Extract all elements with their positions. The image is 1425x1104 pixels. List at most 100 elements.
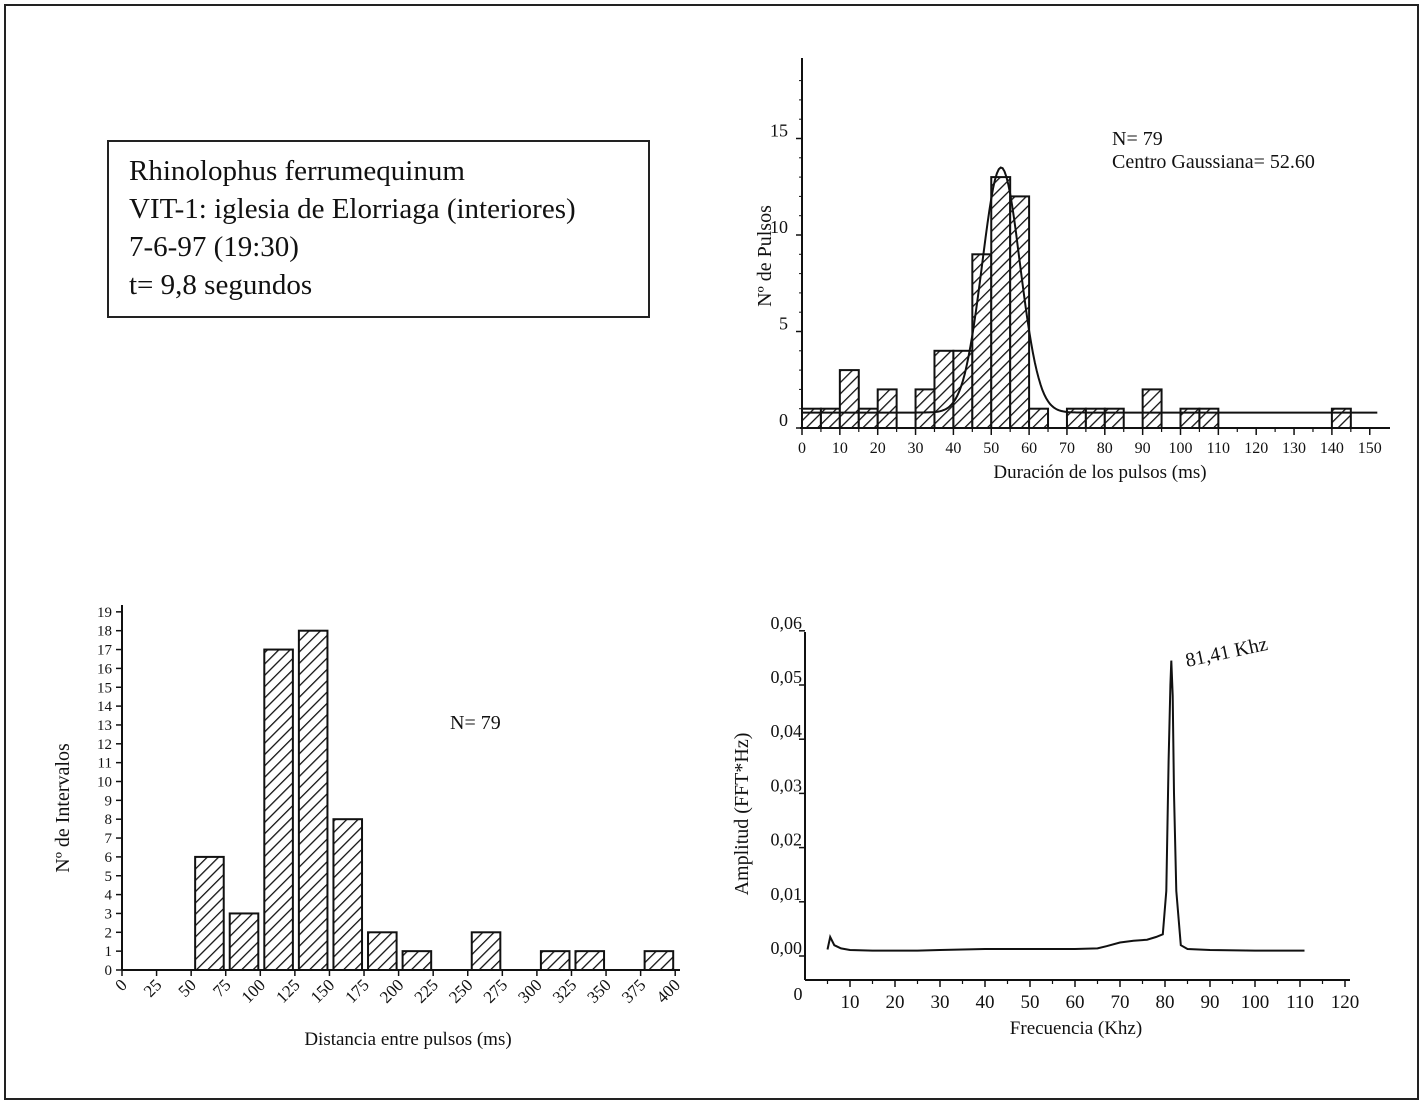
duration-bar [933, 349, 955, 429]
duration-x-tick-label: 0 [798, 440, 806, 457]
interval-bar [401, 950, 433, 972]
duration-y-tick-label: 10 [770, 217, 788, 237]
duration-x-tick-label: 150 [1358, 440, 1382, 457]
interval-bar [263, 648, 294, 971]
spectrum-y-tick-label: 0,05 [771, 667, 803, 687]
duration-bar [1084, 407, 1106, 430]
interval-y-tick-label: 3 [105, 906, 113, 922]
duration-bar [1198, 407, 1220, 430]
duration-x-tick-label: 100 [1169, 440, 1193, 457]
duration-y-tick-label: 0 [779, 410, 788, 430]
spectrum-x-tick-label: 100 [1241, 992, 1270, 1013]
duration-x-tick-label: 20 [870, 440, 886, 457]
interval-y-tick-label: 2 [105, 925, 113, 941]
duration-bar [1330, 407, 1352, 430]
spectrum-y-tick-label: 0,06 [771, 613, 803, 633]
interval-bar [297, 629, 329, 971]
pulse-duration-chart: 0 10 20 30 40 50 60 70 80 90 100 110 120 130 140 150 0 5 1… [754, 58, 1390, 483]
interval-x-tick-label: 300 [514, 975, 545, 1006]
interval-x-tick-label: 100 [238, 975, 269, 1006]
interval-bar [194, 855, 225, 972]
spectrum-y-tick-label: 0,02 [771, 830, 803, 850]
interval-bar [470, 931, 502, 971]
duration-x-tick-label: 40 [945, 440, 961, 457]
duration-bar [1103, 407, 1125, 430]
duration-y-axis-label: Nº de Pulsos [754, 205, 776, 307]
interval-x-tick-label: 150 [307, 975, 338, 1006]
duration-bar [952, 349, 974, 429]
interval-x-tick-label: 75 [209, 975, 234, 1000]
interval-x-tick-label: 225 [411, 975, 442, 1006]
duration-bar [819, 407, 841, 430]
duration-bar [1141, 388, 1163, 429]
interval-x-tick-label: 0 [111, 975, 130, 994]
interval-y-tick-label: 12 [97, 737, 112, 753]
spectrum-x-tick-label: 10 [841, 992, 860, 1013]
interval-y-tick-label: 10 [97, 775, 112, 791]
spectrum-y-tick-label: 0,03 [771, 775, 803, 795]
duration-x-tick-label: 50 [983, 440, 999, 457]
spectrum-x-tick-label: 70 [1111, 992, 1130, 1013]
interval-y-tick-label: 17 [97, 643, 113, 659]
spectrum-y-tick-label: 0,04 [771, 721, 803, 741]
duration-bar [990, 176, 1012, 429]
spectrum-origin-label: 0 [794, 984, 803, 1004]
duration-bar [1009, 195, 1031, 429]
duration-x-tick-label: 90 [1135, 440, 1151, 457]
interval-x-axis-label: Distancia entre pulsos (ms) [304, 1029, 511, 1050]
duration-y-tick-label: 15 [770, 121, 788, 141]
duration-bar [838, 369, 860, 430]
duration-x-tick-label: 110 [1207, 440, 1230, 457]
interval-y-tick-label: 18 [97, 624, 112, 640]
spectrum-ticks: 10 20 30 40 50 60 70 80 90 100 110 120 0,00 0,01 0,02 0… [771, 613, 1360, 1013]
duration-bar [857, 407, 879, 430]
location-line: VIT-1: iglesia de Elorriaga (interiores) [129, 193, 576, 225]
duration-bar [1179, 407, 1201, 430]
gaussian-center-label: Centro Gaussiana= 52.60 [1112, 151, 1315, 173]
interval-n-label: N= 79 [450, 712, 501, 734]
interval-x-tick-label: 400 [653, 975, 684, 1006]
duration-bars [801, 176, 1352, 430]
recording-info-box: Rhinolophus ferrumequinum VIT-1: iglesia… [107, 140, 650, 318]
spectrum-x-tick-label: 60 [1066, 992, 1085, 1013]
duration-x-tick-label: 140 [1320, 440, 1344, 457]
interval-y-axis-label: Nº de Intervalos [52, 743, 74, 873]
interval-y-tick-label: 9 [105, 793, 113, 809]
spectrum-x-axis-label: Frecuencia (Khz) [1010, 1018, 1142, 1039]
interval-bar [367, 931, 398, 971]
duration-x-tick-label: 30 [908, 440, 924, 457]
spectrum-x-tick-label: 40 [976, 992, 995, 1013]
duration-x-axis-label: Duración de los pulsos (ms) [993, 462, 1206, 483]
interval-y-tick-label: 13 [97, 718, 112, 734]
interval-y-tick-label: 7 [105, 831, 113, 847]
interval-y-tick-label: 0 [105, 963, 113, 979]
spectrum-x-tick-label: 90 [1201, 992, 1220, 1013]
interval-y-tick-label: 1 [105, 944, 113, 960]
spectrum-x-tick-label: 50 [1021, 992, 1040, 1013]
interval-x-tick-label: 125 [272, 975, 303, 1006]
peak-frequency-label: 81,41 Khz [1183, 633, 1269, 672]
interval-x-tick-label: 175 [341, 975, 372, 1006]
interval-y-tick-label: 16 [97, 661, 113, 677]
interval-x-tick-label: 375 [618, 975, 649, 1006]
interval-y-tick-label: 4 [105, 888, 113, 904]
interval-x-tick-label: 275 [480, 975, 511, 1006]
spectrum-chart: 10 20 30 40 50 60 70 80 90 100 110 120 0,00 0,01 0,02 0… [731, 613, 1359, 1039]
interval-x-tick-label: 50 [175, 975, 200, 1000]
duration-x-tick-label: 10 [832, 440, 848, 457]
spectrum-y-axis-label: Amplitud (FFT*Hz) [731, 733, 753, 896]
species-name: Rhinolophus ferrumequinum [129, 155, 465, 187]
duration-x-tick-label: 80 [1097, 440, 1113, 457]
interval-x-tick-label: 25 [140, 975, 165, 1000]
duration-bar [971, 253, 993, 429]
duration-x-tick-label: 120 [1244, 440, 1268, 457]
duration-n-label: N= 79 [1112, 128, 1163, 150]
spectrum-x-tick-label: 30 [931, 992, 950, 1013]
interval-y-tick-label: 5 [105, 869, 113, 885]
pulse-interval-chart: 0 25 50 75 100 125 150 175 200 225 250 275 300 325 350… [52, 605, 684, 1050]
spectrum-x-tick-label: 110 [1286, 992, 1314, 1013]
duration-bar [914, 388, 936, 429]
spectrum-y-tick-label: 0,01 [771, 884, 803, 904]
spectrum-line [826, 660, 1305, 952]
interval-x-tick-label: 350 [583, 975, 614, 1006]
